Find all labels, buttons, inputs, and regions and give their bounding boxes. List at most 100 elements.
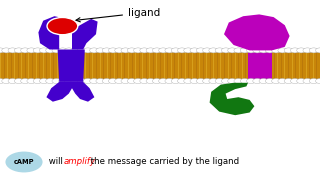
- Circle shape: [184, 48, 193, 53]
- Circle shape: [0, 78, 4, 84]
- Text: ligand: ligand: [76, 8, 160, 22]
- Circle shape: [5, 152, 43, 172]
- Circle shape: [272, 48, 281, 53]
- Circle shape: [2, 78, 11, 84]
- Circle shape: [115, 78, 124, 84]
- Circle shape: [140, 48, 149, 53]
- Circle shape: [71, 48, 80, 53]
- Bar: [0, 50, 320, 81]
- Circle shape: [58, 48, 67, 53]
- Circle shape: [309, 78, 318, 84]
- Circle shape: [46, 78, 55, 84]
- Circle shape: [121, 78, 130, 84]
- Circle shape: [284, 48, 293, 53]
- Circle shape: [52, 78, 61, 84]
- Circle shape: [303, 78, 312, 84]
- Circle shape: [108, 78, 117, 84]
- Circle shape: [259, 48, 268, 53]
- Circle shape: [265, 78, 274, 84]
- Circle shape: [190, 48, 199, 53]
- Circle shape: [234, 78, 243, 84]
- Circle shape: [14, 48, 23, 53]
- Text: amplify: amplify: [64, 158, 96, 166]
- Circle shape: [309, 48, 318, 53]
- Circle shape: [14, 78, 23, 84]
- Circle shape: [303, 48, 312, 53]
- Circle shape: [284, 78, 293, 84]
- Circle shape: [140, 78, 149, 84]
- Polygon shape: [46, 82, 94, 102]
- Circle shape: [33, 48, 42, 53]
- Circle shape: [221, 48, 230, 53]
- Circle shape: [246, 48, 255, 53]
- Circle shape: [71, 78, 80, 84]
- Circle shape: [77, 78, 86, 84]
- Text: cAMP: cAMP: [14, 159, 34, 165]
- Circle shape: [291, 78, 300, 84]
- Circle shape: [228, 48, 236, 53]
- Polygon shape: [72, 19, 98, 50]
- Circle shape: [196, 78, 205, 84]
- Circle shape: [146, 78, 155, 84]
- Circle shape: [133, 48, 142, 53]
- Circle shape: [39, 48, 48, 53]
- Text: will: will: [46, 158, 66, 166]
- Polygon shape: [58, 50, 85, 82]
- Circle shape: [20, 48, 29, 53]
- Circle shape: [52, 48, 61, 53]
- Circle shape: [240, 78, 249, 84]
- Circle shape: [152, 48, 161, 53]
- Circle shape: [253, 78, 262, 84]
- Circle shape: [209, 48, 218, 53]
- Circle shape: [228, 78, 236, 84]
- Circle shape: [33, 78, 42, 84]
- Circle shape: [121, 48, 130, 53]
- Circle shape: [115, 48, 124, 53]
- Circle shape: [246, 78, 255, 84]
- Polygon shape: [248, 50, 272, 82]
- Circle shape: [96, 48, 105, 53]
- Circle shape: [133, 78, 142, 84]
- Circle shape: [146, 48, 155, 53]
- Circle shape: [27, 48, 36, 53]
- Circle shape: [278, 48, 287, 53]
- Circle shape: [278, 78, 287, 84]
- Circle shape: [58, 78, 67, 84]
- Circle shape: [316, 78, 320, 84]
- Circle shape: [108, 48, 117, 53]
- Polygon shape: [224, 14, 290, 50]
- Circle shape: [84, 78, 92, 84]
- Circle shape: [152, 78, 161, 84]
- Text: the message carried by the ligand: the message carried by the ligand: [88, 158, 239, 166]
- Polygon shape: [210, 83, 254, 115]
- Circle shape: [165, 48, 174, 53]
- Circle shape: [39, 78, 48, 84]
- Circle shape: [102, 78, 111, 84]
- Circle shape: [190, 78, 199, 84]
- Circle shape: [178, 78, 187, 84]
- Circle shape: [159, 48, 168, 53]
- Circle shape: [291, 48, 300, 53]
- Circle shape: [127, 78, 136, 84]
- Circle shape: [96, 78, 105, 84]
- Circle shape: [253, 48, 262, 53]
- Circle shape: [90, 48, 99, 53]
- Circle shape: [171, 48, 180, 53]
- Circle shape: [77, 48, 86, 53]
- Circle shape: [209, 78, 218, 84]
- Circle shape: [203, 78, 212, 84]
- Circle shape: [0, 48, 4, 53]
- Circle shape: [65, 78, 74, 84]
- Circle shape: [84, 48, 92, 53]
- Circle shape: [259, 78, 268, 84]
- Circle shape: [297, 78, 306, 84]
- Circle shape: [65, 48, 74, 53]
- Circle shape: [8, 78, 17, 84]
- Circle shape: [171, 78, 180, 84]
- Circle shape: [297, 48, 306, 53]
- Circle shape: [102, 48, 111, 53]
- Circle shape: [221, 78, 230, 84]
- Circle shape: [196, 48, 205, 53]
- Circle shape: [27, 78, 36, 84]
- Circle shape: [184, 78, 193, 84]
